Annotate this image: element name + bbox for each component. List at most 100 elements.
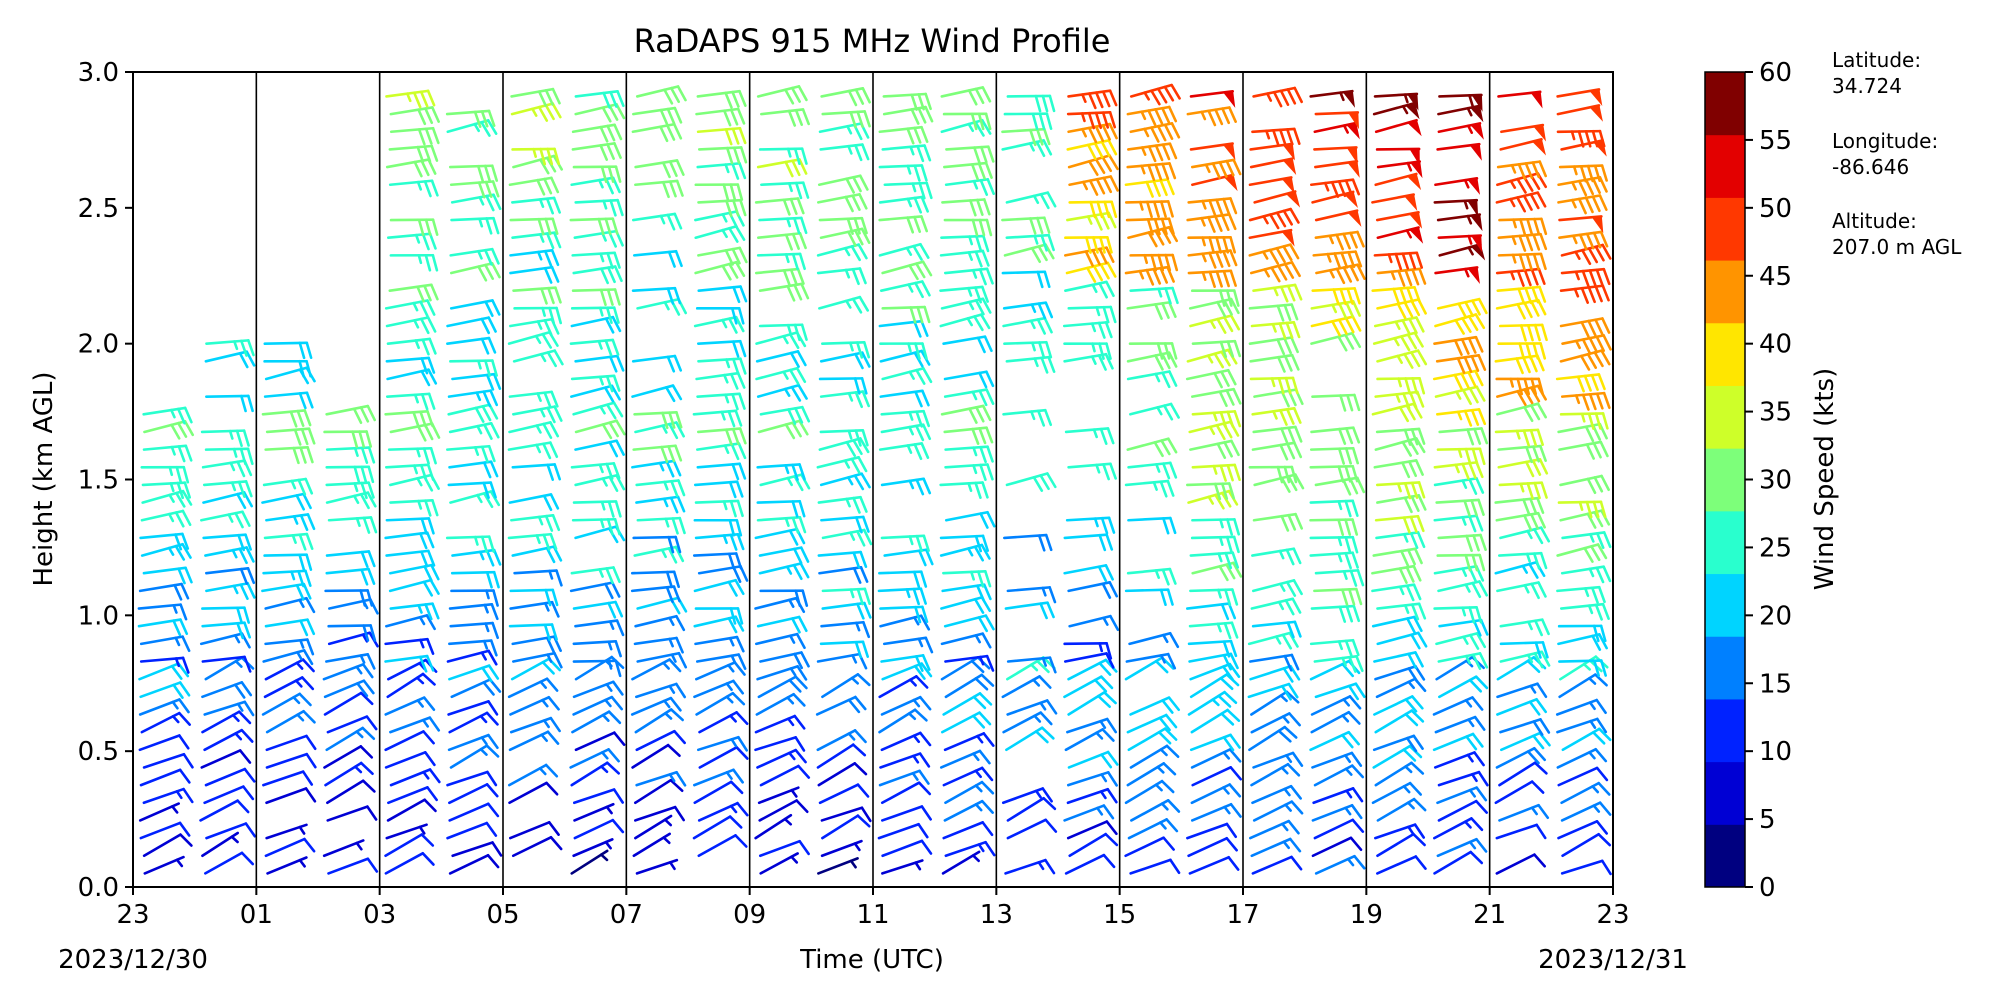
wind-barb (816, 743, 867, 769)
wind-barb (388, 144, 439, 164)
x-date-left: 2023/12/30 (58, 945, 208, 975)
wind-barb (1374, 118, 1422, 137)
wind-barb (816, 267, 867, 286)
wind-barb (756, 615, 808, 634)
wind-barb (570, 849, 609, 875)
wind-barb (694, 260, 746, 281)
wind-barb (1495, 191, 1547, 213)
wind-barb (939, 534, 990, 553)
wind-barb (1124, 588, 1174, 607)
wind-barb (1494, 428, 1544, 447)
wind-barb (879, 280, 931, 299)
wind-barb (1376, 602, 1427, 621)
wind-barb (324, 761, 374, 787)
wind-barb (509, 695, 560, 716)
wind-barb (692, 552, 743, 570)
wind-barb (143, 855, 185, 875)
wind-barb (570, 315, 622, 334)
wind-barb (1127, 727, 1178, 752)
wind-barb (1187, 489, 1239, 510)
wind-barb (943, 218, 993, 237)
wind-barb (323, 745, 374, 769)
wind-barb (511, 196, 561, 215)
wind-barb (385, 316, 437, 335)
wind-barb (878, 442, 930, 461)
wind-barb (1063, 342, 1112, 360)
wind-barb (1067, 89, 1118, 110)
x-tick-label: 13 (980, 900, 1013, 930)
wind-barb (1376, 631, 1428, 650)
wind-barb (389, 768, 441, 787)
wind-barb (1498, 217, 1548, 236)
wind-barb (510, 87, 561, 107)
wind-barb (940, 86, 992, 106)
wind-barb (1433, 817, 1484, 840)
wind-barb (1129, 858, 1181, 875)
wind-barb (692, 815, 743, 840)
colorbar-tick-label: 50 (1759, 194, 1792, 224)
wind-barb (448, 639, 498, 657)
wind-barb (816, 456, 868, 474)
wind-barb (1560, 243, 1612, 266)
wind-barb (1189, 588, 1239, 606)
wind-barb (1310, 426, 1361, 445)
wind-barb (1124, 200, 1174, 219)
wind-barb (1005, 233, 1055, 252)
wind-barb (140, 711, 191, 734)
wind-barb (325, 550, 376, 568)
x-tick-label: 23 (1596, 900, 1629, 930)
wind-barb (1186, 213, 1237, 233)
wind-barb (327, 516, 378, 534)
wind-barb (1557, 820, 1608, 840)
wind-barb (1126, 301, 1177, 320)
wind-barb (325, 567, 376, 586)
wind-barb (756, 463, 806, 481)
wind-barb (1248, 243, 1300, 265)
wind-barb (1003, 112, 1053, 131)
wind-barb (1435, 632, 1487, 650)
wind-barb (1432, 696, 1484, 716)
wind-barb (509, 317, 560, 336)
wind-barb (449, 744, 500, 769)
wind-barb (1005, 191, 1057, 210)
wind-barb (1127, 818, 1179, 840)
wind-barb (1309, 535, 1359, 554)
wind-barb (819, 640, 870, 659)
wind-barb (1558, 230, 1609, 251)
wind-barb (389, 218, 439, 237)
wind-barb (882, 636, 934, 654)
wind-barb (1314, 854, 1366, 875)
wind-barb (384, 654, 435, 673)
wind-barb (821, 814, 871, 840)
wind-barb (1557, 633, 1608, 651)
wind-barb (693, 578, 745, 597)
wind-barb (696, 462, 747, 481)
wind-barb (1437, 799, 1488, 822)
wind-barb (939, 249, 990, 268)
wind-barb (1126, 567, 1177, 586)
wind-barb (942, 112, 992, 131)
wind-barb (1068, 832, 1119, 858)
wind-barb (1252, 751, 1304, 769)
wind-barb (509, 217, 559, 236)
wind-barb (632, 444, 683, 463)
wind-barb (817, 762, 868, 787)
wind-barb (816, 652, 868, 670)
latitude-value: 34.724 (1832, 74, 1902, 98)
wind-barb (1496, 285, 1547, 305)
wind-barb (327, 631, 379, 648)
wind-barb (1372, 734, 1424, 753)
wind-barb (451, 841, 503, 858)
wind-barb (139, 768, 191, 787)
wind-barb (943, 799, 994, 822)
wind-barb (1497, 252, 1547, 271)
wind-barb (140, 509, 192, 528)
wind-barb (326, 715, 378, 734)
wind-barb (1129, 744, 1180, 769)
wind-barb (756, 252, 806, 271)
wind-barb (1067, 122, 1118, 144)
wind-barb (1376, 855, 1427, 875)
wind-barb (572, 788, 624, 805)
y-tick-label: 3.0 (78, 58, 119, 88)
wind-barb (943, 732, 995, 752)
